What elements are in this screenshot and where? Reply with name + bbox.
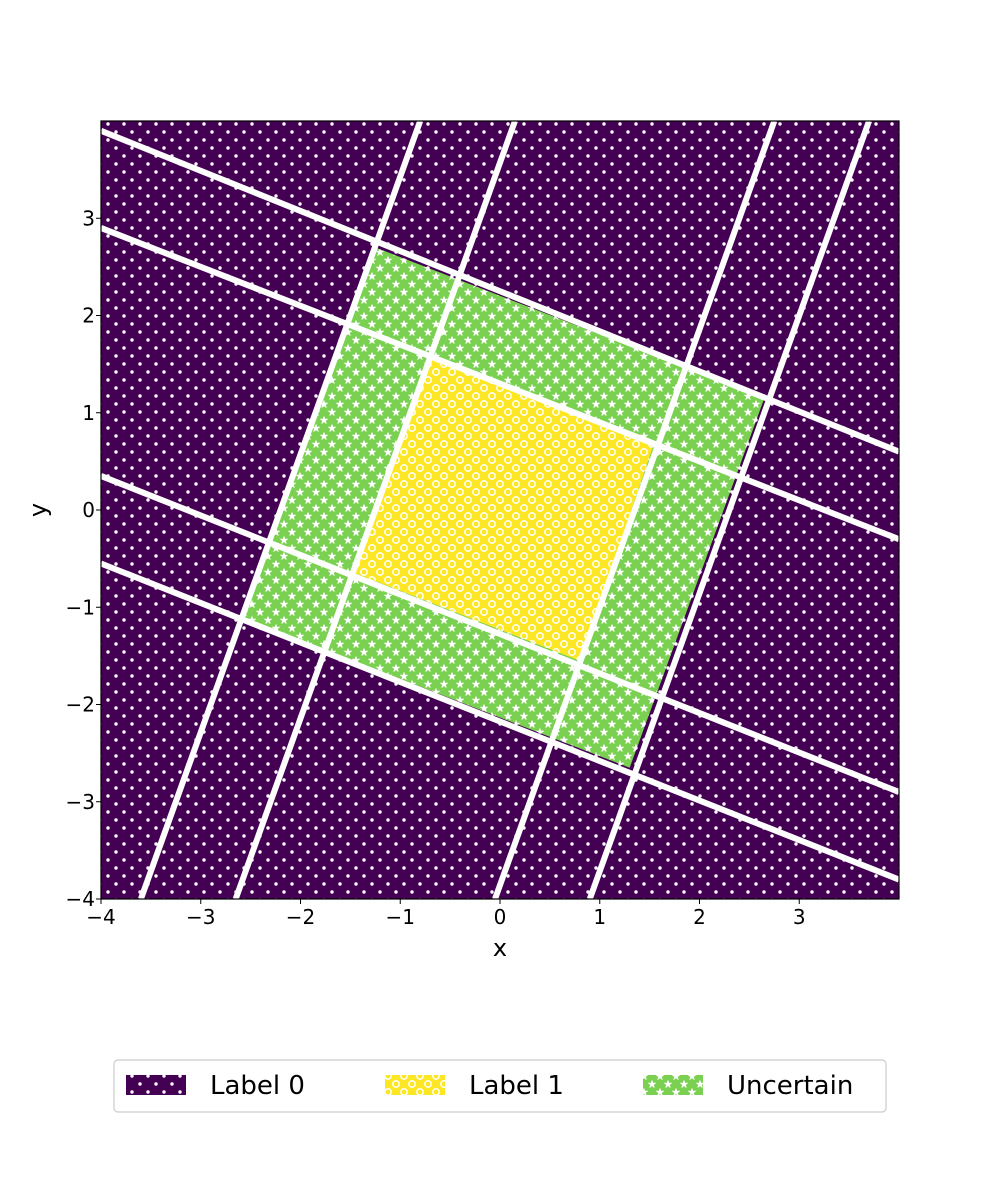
boundary-line [138,121,424,899]
y-tick-label: −3 [66,790,95,814]
x-tick-label: −4 [86,905,115,929]
boundary-line [232,121,518,899]
y-tick-label: 1 [82,401,95,425]
y-tick-label: −1 [66,595,95,619]
boundary-lines-layer [101,121,899,899]
x-tick-label: −3 [186,905,215,929]
x-axis-ticks: −4 −3 −2 −1 0 1 2 3 [86,899,806,929]
region-label-1 [355,354,655,661]
x-tick-label: 2 [693,905,706,929]
x-tick-label: 3 [793,905,806,929]
boundary-line [101,127,899,455]
boundary-line [586,121,872,899]
x-tick-label: −2 [286,905,315,929]
y-axis-label: y [24,503,52,517]
legend-label-uncertain: Uncertain [727,1071,853,1101]
boundary-line [101,473,899,795]
y-tick-label: −2 [66,693,95,717]
regions-layer [101,121,899,899]
boundary-line [101,225,899,542]
plot-area [101,121,899,899]
boundary-line [101,560,899,883]
legend-swatch-label-0 [126,1075,186,1095]
x-axis-label: x [493,934,507,962]
legend-swatch-label-1 [385,1075,445,1095]
legend-frame [113,1059,887,1113]
y-tick-label: 2 [82,304,95,328]
y-axis-ticks: −4 −3 −2 −1 0 1 2 3 [66,206,101,911]
legend-label-label-1: Label 1 [469,1071,564,1101]
x-tick-label: 1 [593,905,606,929]
legend-items: Label 0 Label 1 Uncertain [126,1071,853,1101]
legend-swatch-uncertain [643,1075,703,1095]
y-tick-label: 3 [82,206,95,230]
boundary-line [492,121,778,899]
x-tick-label: −1 [386,905,415,929]
y-tick-label: 0 [82,498,95,522]
x-tick-label: 0 [494,905,507,929]
y-tick-label: −4 [66,887,95,911]
legend: Label 0 Label 1 Uncertain [113,1059,887,1113]
legend-label-label-0: Label 0 [210,1071,305,1101]
